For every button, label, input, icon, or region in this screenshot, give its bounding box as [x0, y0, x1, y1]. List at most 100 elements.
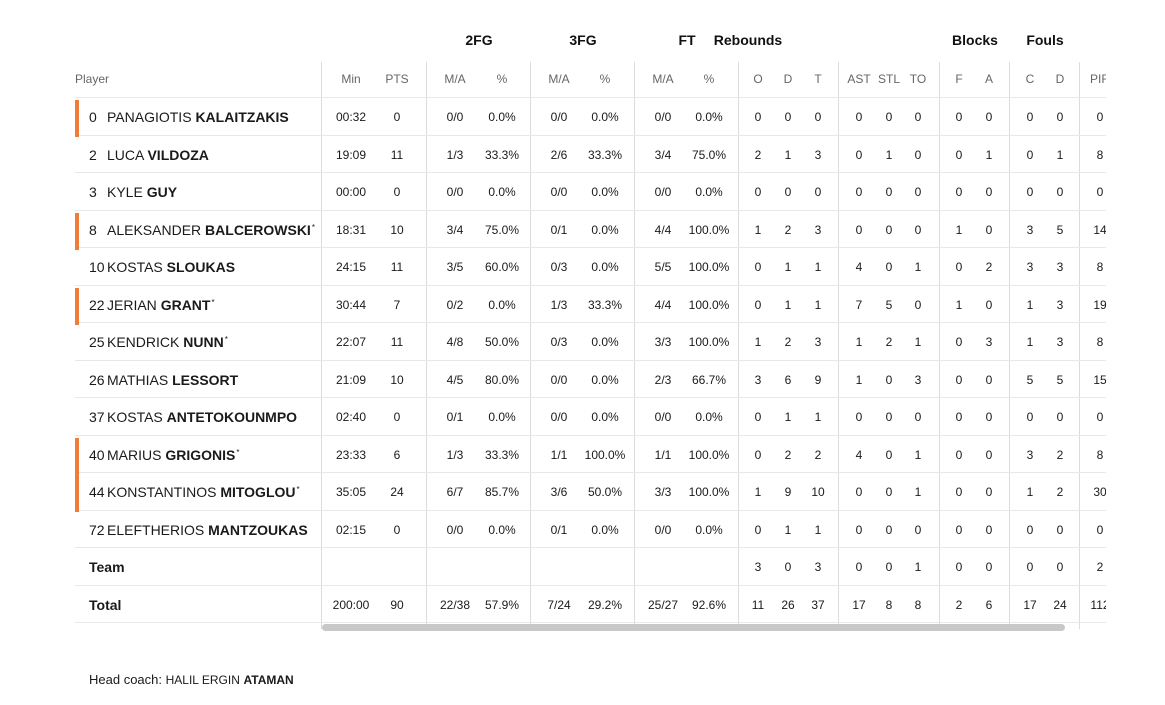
player-name[interactable]: 44 KONSTANTINOS MITOGLOU* [89, 484, 300, 500]
stat-cell: 0.0% [591, 372, 619, 387]
stat-cell: 3 [754, 560, 762, 574]
column-header[interactable]: AST [847, 72, 871, 86]
stat-cell: 0 [985, 447, 993, 462]
stat-cell: 0 [1096, 522, 1104, 537]
stat-cell: 0 [1056, 110, 1064, 124]
stat-cell: 30:44 [335, 297, 367, 312]
column-header-player[interactable]: Player [75, 72, 110, 86]
player-name[interactable]: 25 KENDRICK NUNN* [89, 334, 228, 350]
stat-cell: 0 [914, 522, 922, 537]
stat-cell: 1 [814, 297, 822, 312]
player-number: 40 [89, 446, 105, 463]
stat-cell: 0/1 [550, 222, 568, 237]
column-header[interactable]: M/A [548, 72, 570, 86]
stat-cell: 1 [855, 335, 863, 349]
stat-cell: 4 [855, 260, 863, 274]
stat-cell: 0/0 [550, 185, 568, 199]
column-header[interactable]: D [1055, 72, 1065, 86]
stat-cell: 8 [1096, 147, 1104, 162]
column-divider [634, 62, 635, 629]
stat-cell: 0/1 [446, 410, 464, 424]
horizontal-scrollbar[interactable] [322, 624, 1065, 631]
player-name[interactable]: 0 PANAGIOTIS KALAITZAKIS [89, 109, 289, 125]
stat-cell: 0 [1096, 110, 1104, 124]
column-header[interactable]: D [783, 72, 793, 86]
player-name[interactable]: 22 JERIAN GRANT* [89, 297, 215, 313]
column-header[interactable]: M/A [444, 72, 466, 86]
player-last-name: BALCEROWSKI [205, 221, 311, 238]
stat-cell: 0 [855, 110, 863, 124]
column-header[interactable]: % [703, 72, 715, 86]
team-label: Team [89, 559, 125, 575]
stat-cell: 0/0 [550, 110, 568, 124]
table-row: 26 MATHIAS LESSORT 21:09 10 4/5 80.0% 0/0 0.0% 2… [75, 361, 1106, 398]
stat-cell: 0 [885, 485, 893, 499]
stat-cell: 0 [1056, 522, 1064, 537]
player-name[interactable]: 26 MATHIAS LESSORT [89, 372, 238, 388]
column-header[interactable]: C [1025, 72, 1035, 86]
player-name[interactable]: 3 KYLE GUY [89, 184, 177, 200]
player-last-name: NUNN [183, 334, 224, 350]
stat-cell: 0 [1056, 410, 1064, 424]
column-header[interactable]: O [753, 72, 763, 86]
stat-cell: 0 [1026, 147, 1034, 162]
stat-cell: 1/1 [550, 447, 568, 462]
player-first-name: KOSTAS [107, 409, 163, 425]
player-first-name: KYLE [107, 184, 143, 200]
player-name[interactable]: 72 ELEFTHERIOS MANTZOUKAS [89, 522, 308, 538]
column-header[interactable]: TO [909, 72, 927, 86]
stat-cell: 0 [955, 260, 963, 274]
stat-cell: 0 [855, 222, 863, 237]
column-header[interactable]: PTS [385, 72, 409, 86]
table-row: 37 KOSTAS ANTETOKOUNMPO 02:40 0 0/1 0.0% 0/0 0.… [75, 398, 1106, 436]
stat-cell: 0 [855, 147, 863, 162]
stat-cell: 8 [1096, 335, 1104, 349]
stat-cell: 0 [1026, 560, 1034, 574]
column-header[interactable]: Min [341, 72, 361, 86]
stat-cell: 0 [914, 222, 922, 237]
stat-cell: 0 [955, 560, 963, 574]
table-row: 25 KENDRICK NUNN* 22:07 11 4/8 50.0% 0/3 0.0% 3/… [75, 323, 1106, 361]
stat-cell: 3 [814, 560, 822, 574]
player-star-marker: * [211, 297, 215, 307]
stat-cell: 3 [985, 335, 993, 349]
stat-cell: 02:40 [335, 410, 367, 424]
stat-cell: 3 [914, 372, 922, 387]
player-name[interactable]: 2 LUCA VILDOZA [89, 147, 209, 163]
stat-cell: 92.6% [691, 597, 727, 612]
stat-cell: 0 [855, 560, 863, 574]
stat-cell: 0 [914, 110, 922, 124]
stat-cell: 0 [885, 522, 893, 537]
stat-cell: 11 [390, 335, 404, 349]
stat-cell: 0/0 [654, 110, 672, 124]
player-name[interactable]: 40 MARIUS GRIGONIS* [89, 447, 239, 463]
stat-cell: 8 [1096, 447, 1104, 462]
stat-cell: 1 [955, 222, 963, 237]
stat-cell: 0.0% [591, 222, 619, 237]
stat-cell: 2/6 [550, 147, 568, 162]
column-header[interactable]: F [955, 72, 963, 86]
stat-cell: 0.0% [591, 335, 619, 349]
column-header[interactable]: T [814, 72, 822, 86]
column-header[interactable]: A [984, 72, 993, 86]
column-header[interactable]: M/A [652, 72, 674, 86]
column-header[interactable]: PIR [1089, 72, 1106, 86]
stat-cell: 0/0 [446, 110, 464, 124]
stat-cell: 5 [1056, 372, 1064, 387]
stat-cell: 1 [1026, 485, 1034, 499]
column-header[interactable]: % [496, 72, 508, 86]
stat-cell: 37 [811, 597, 825, 612]
player-number: 3 [89, 184, 97, 200]
player-name[interactable]: 37 KOSTAS ANTETOKOUNMPO [89, 409, 297, 425]
stat-cell: 1 [784, 147, 792, 162]
player-name[interactable]: 10 KOSTAS SLOUKAS [89, 259, 235, 275]
stat-cell: 1 [814, 522, 822, 537]
column-divider [426, 62, 427, 629]
player-name[interactable]: 8 ALEKSANDER BALCEROWSKI* [89, 222, 315, 238]
table-row: 40 MARIUS GRIGONIS* 23:33 6 1/3 33.3% 1/1 100.0… [75, 436, 1106, 475]
stat-cell: 2 [754, 147, 762, 162]
stat-cell: 0 [754, 260, 762, 274]
group-heading: Blocks [952, 32, 998, 48]
column-header[interactable]: % [599, 72, 611, 86]
column-header[interactable]: STL [877, 72, 900, 86]
